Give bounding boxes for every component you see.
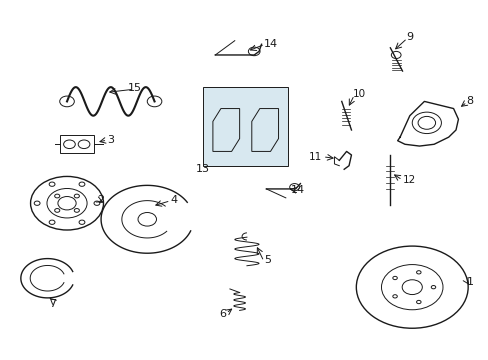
Text: 6: 6 xyxy=(219,309,225,319)
Text: 1: 1 xyxy=(466,277,473,287)
Text: 15: 15 xyxy=(128,83,142,93)
Text: 14: 14 xyxy=(290,185,304,195)
FancyBboxPatch shape xyxy=(203,87,287,166)
Text: 5: 5 xyxy=(264,255,271,265)
Text: 12: 12 xyxy=(403,175,416,185)
Text: 13: 13 xyxy=(196,163,210,174)
Text: 4: 4 xyxy=(170,195,177,204)
Text: 7: 7 xyxy=(49,299,56,309)
Text: 3: 3 xyxy=(107,135,114,145)
Text: 10: 10 xyxy=(352,89,366,99)
Text: 8: 8 xyxy=(465,96,472,107)
Text: 14: 14 xyxy=(264,39,278,49)
Text: 2: 2 xyxy=(97,195,104,204)
Text: 11: 11 xyxy=(308,152,321,162)
Text: 9: 9 xyxy=(406,32,412,42)
